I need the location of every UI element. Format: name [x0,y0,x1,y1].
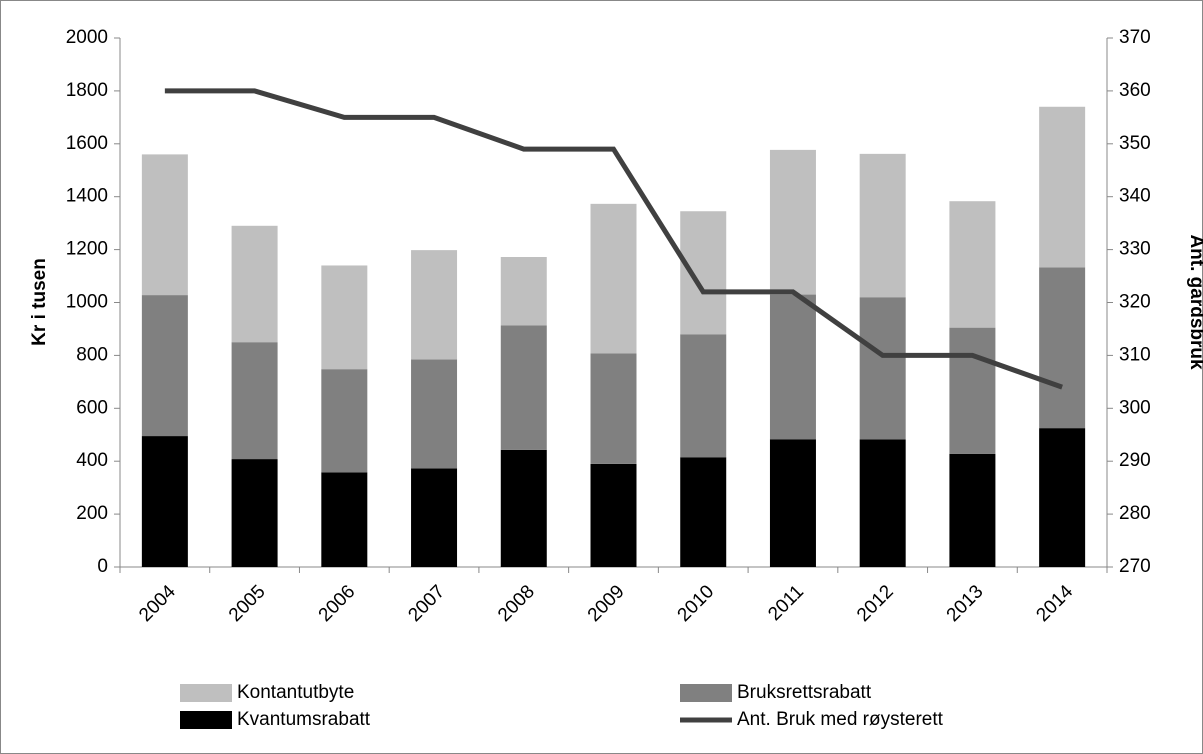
y2-tick-label: 320 [1119,292,1151,313]
legend-label: Bruksrettsrabatt [737,682,872,703]
legend-swatch [180,684,232,702]
legend-swatch [680,684,732,702]
y-tick-label: 1000 [66,292,108,313]
bar-segment [680,457,727,567]
bar-segment [141,154,188,296]
y2-axis-label: Ant. gardsbruk [1186,234,1203,370]
bar-segment [590,203,637,354]
bar-segment [231,459,278,567]
y2-tick-label: 360 [1119,80,1151,101]
bar-segment [411,359,458,469]
bar-segment [500,257,547,326]
bar-segment [411,468,458,567]
y2-tick-label: 290 [1119,450,1151,471]
bar-segment [949,327,996,454]
bar-segment [590,463,637,567]
bar-segment [141,295,188,437]
y-tick-label: 600 [76,397,108,418]
bar-segment [500,325,547,450]
bar-segment [1039,267,1086,429]
bar-segment [859,297,906,440]
legend-swatch [180,711,232,729]
y-tick-label: 1400 [66,186,108,207]
legend-label: Kvantumsrabatt [237,709,371,730]
bar-segment [321,265,368,370]
bar-segment [769,294,816,440]
y-tick-label: 0 [97,556,108,577]
bar-segment [859,153,906,298]
y2-tick-label: 300 [1119,397,1151,418]
bar-segment [500,449,547,567]
y2-tick-label: 270 [1119,556,1151,577]
bar-segment [1039,428,1086,567]
y2-tick-label: 330 [1119,239,1151,260]
y2-tick-label: 370 [1119,27,1151,48]
bar-segment [769,149,816,295]
y2-tick-label: 310 [1119,344,1151,365]
bar-segment [590,353,637,464]
bar-segment [949,201,996,328]
bar-segment [411,250,458,360]
legend-label: Kontantutbyte [237,682,354,703]
bar-segment [859,439,906,567]
bar-segment [321,369,368,473]
y-axis-label: Kr i tusen [29,258,50,346]
y2-tick-label: 280 [1119,503,1151,524]
bar-segment [231,342,278,460]
bar-segment [231,225,278,343]
y-tick-label: 400 [76,450,108,471]
y-tick-label: 1200 [66,239,108,260]
y-tick-label: 1800 [66,80,108,101]
bar-segment [1039,106,1086,268]
y-tick-label: 200 [76,503,108,524]
y-tick-label: 2000 [66,27,108,48]
y2-tick-label: 340 [1119,186,1151,207]
y2-tick-label: 350 [1119,133,1151,154]
bar-segment [680,334,727,458]
bar-segment [321,472,368,567]
bar-segment [949,453,996,567]
bar-segment [141,436,188,567]
bar-segment [680,211,727,335]
y-tick-label: 1600 [66,133,108,154]
bar-segment [769,439,816,567]
y-tick-label: 800 [76,344,108,365]
line-series [164,88,1063,390]
legend-label: Ant. Bruk med røysterett [737,709,944,730]
